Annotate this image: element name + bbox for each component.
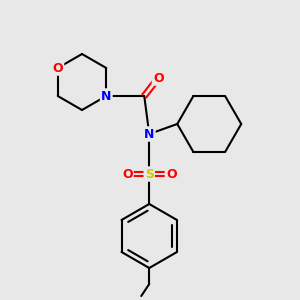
Text: O: O [166, 167, 177, 181]
Text: N: N [101, 89, 111, 103]
Text: O: O [153, 71, 164, 85]
Text: O: O [52, 61, 63, 74]
Text: S: S [145, 167, 154, 181]
Text: O: O [122, 167, 133, 181]
Text: N: N [144, 128, 154, 140]
